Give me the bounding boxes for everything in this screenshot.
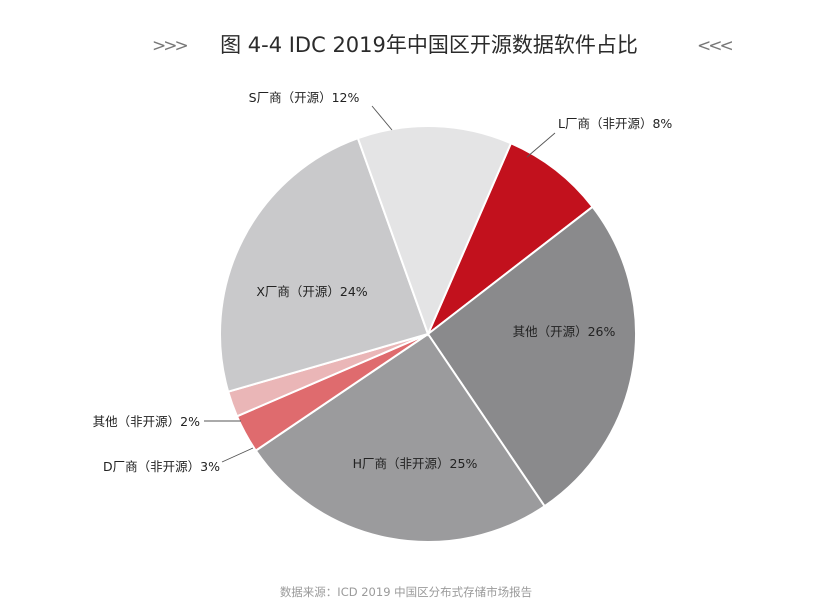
leader-line-s-vendor xyxy=(371,105,393,131)
pie-slice-other-open-source xyxy=(426,205,637,508)
label-l-vendor: L厂商（非开源）8% xyxy=(558,116,672,131)
label-h-vendor: H厂商（非开源）25% xyxy=(353,456,478,471)
leader-lines xyxy=(204,105,556,463)
pie-slice-l-vendor xyxy=(427,141,594,335)
title-left-arrows-icon: >>> xyxy=(152,36,187,56)
label-other-open-source: 其他（开源）26% xyxy=(513,324,616,339)
pie-slices xyxy=(219,125,637,543)
leader-line-d-vendor xyxy=(221,447,254,463)
leader-line-l-vendor xyxy=(526,132,556,158)
source-note: 数据来源：ICD 2019 中国区分布式存储市场报告 xyxy=(280,585,532,599)
chart-title: 图 4-4 IDC 2019年中国区开源数据软件占比 xyxy=(220,33,638,57)
slice-labels: L厂商（非开源）8% 其他（开源）26% H厂商（非开源）25% D厂商（非开源… xyxy=(93,90,673,474)
pie-slice-s-vendor xyxy=(356,125,513,337)
pie-slice-h-vendor xyxy=(254,332,546,543)
pie-slice-x-vendor xyxy=(219,136,430,393)
title-right-arrows-icon: <<< xyxy=(697,36,732,56)
label-other-closed-source: 其他（非开源）2% xyxy=(93,414,200,429)
label-s-vendor: S厂商（开源）12% xyxy=(249,90,360,105)
label-x-vendor: X厂商（开源）24% xyxy=(256,284,367,299)
label-d-vendor: D厂商（非开源）3% xyxy=(103,459,220,474)
